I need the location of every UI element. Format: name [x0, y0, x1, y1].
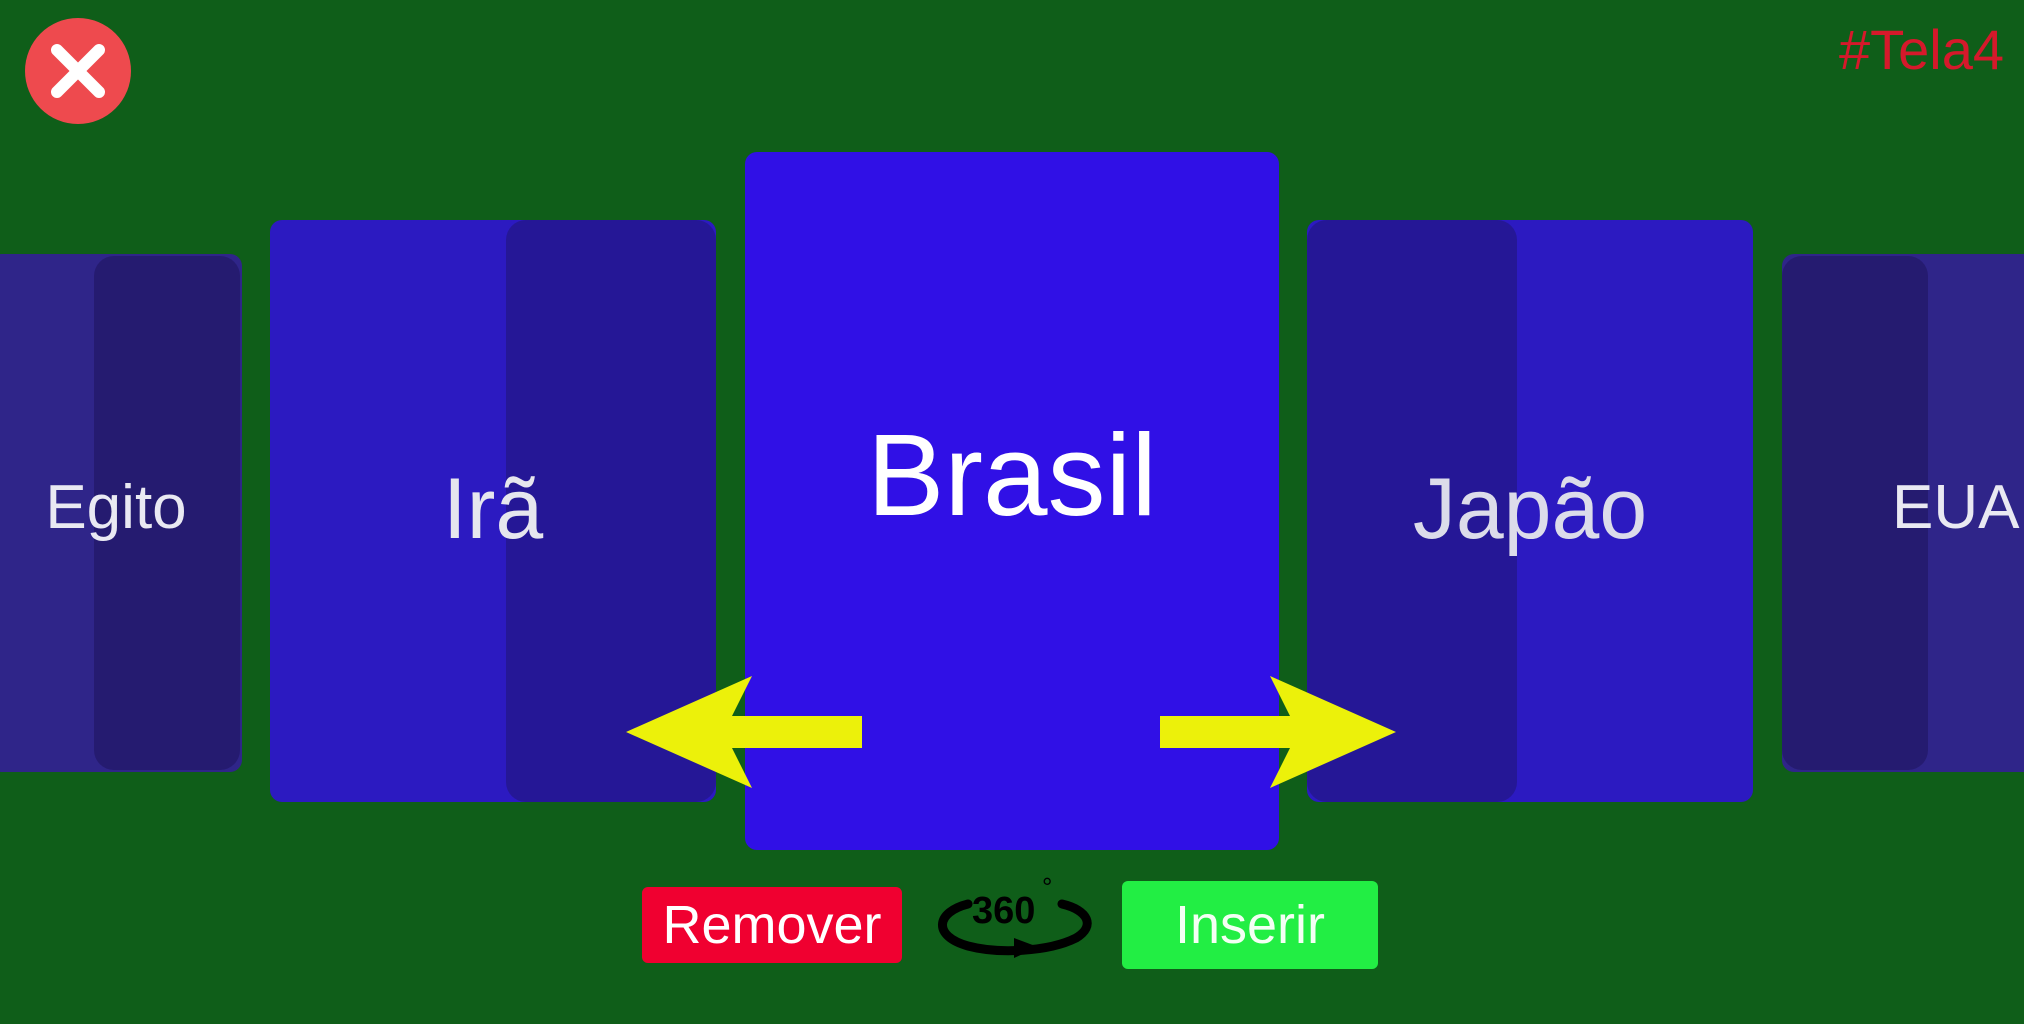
card-label: EUA	[1892, 473, 2020, 542]
arrow-left-icon[interactable]	[626, 676, 866, 788]
country-card-egito[interactable]: Egito	[0, 254, 242, 772]
card-shade	[1307, 220, 1517, 802]
close-icon	[51, 44, 105, 98]
remove-button[interactable]: Remover	[642, 887, 902, 963]
card-label: Brasil	[866, 410, 1158, 540]
card-label: Egito	[45, 473, 187, 542]
rotate-360-icon	[938, 899, 1092, 958]
card-label: Japão	[1412, 461, 1648, 557]
arrow-right-icon[interactable]	[1160, 676, 1400, 788]
country-card-ira[interactable]: Irã	[270, 220, 716, 802]
rotate-label: 360	[972, 890, 1036, 932]
country-card-japao[interactable]: Japão	[1307, 220, 1753, 802]
card-shade	[1782, 256, 1928, 770]
card-label: Irã	[442, 461, 544, 557]
degree-symbol: °	[1042, 872, 1053, 902]
rotate-360-button[interactable]: 360 °	[928, 872, 1098, 975]
insert-button[interactable]: Inserir	[1122, 881, 1378, 969]
close-button[interactable]	[25, 18, 131, 124]
screen-tag: #Tela4	[1838, 18, 2004, 81]
country-card-eua[interactable]: EUA	[1782, 254, 2024, 772]
card-shade	[506, 220, 716, 802]
card-shade	[94, 256, 240, 770]
